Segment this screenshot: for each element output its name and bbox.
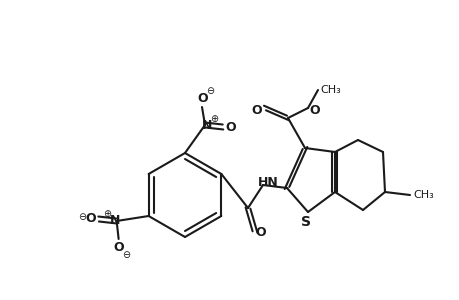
Text: N: N [109, 214, 119, 227]
Text: O: O [309, 103, 319, 116]
Text: O: O [113, 242, 123, 254]
Text: N: N [202, 118, 212, 131]
Text: O: O [255, 226, 266, 238]
Text: ⊖: ⊖ [122, 250, 130, 260]
Text: S: S [300, 215, 310, 229]
Text: O: O [85, 212, 96, 226]
Text: O: O [197, 92, 208, 104]
Text: ⊕: ⊕ [209, 114, 218, 124]
Text: CH₃: CH₃ [413, 190, 433, 200]
Text: ⊕: ⊕ [103, 209, 112, 219]
Text: CH₃: CH₃ [320, 85, 341, 95]
Text: O: O [251, 103, 262, 116]
Text: O: O [225, 121, 236, 134]
Text: ⊖: ⊖ [78, 212, 86, 222]
Text: HN: HN [257, 176, 278, 188]
Text: ⊖: ⊖ [206, 86, 213, 96]
